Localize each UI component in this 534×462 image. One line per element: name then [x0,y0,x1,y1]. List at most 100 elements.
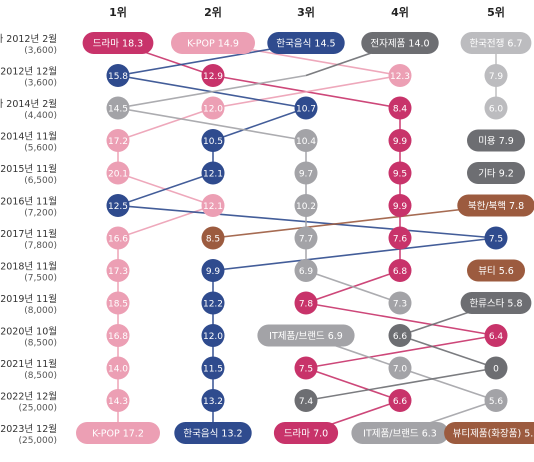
rank-circle [106,96,130,120]
rank-pill-label: 미용 7.9 [478,136,514,147]
rank-value-label: 8.5 [206,235,220,245]
row-sample-size: (5,600) [24,144,57,154]
rank-circle [388,64,412,87]
rank-circle [106,356,130,380]
rank-circle [388,129,412,152]
rank-circle [201,64,225,87]
rank-value-label: 14.0 [108,365,128,375]
column-header: 5위 [487,6,505,19]
rank-pill [460,32,532,54]
row-label: 5차 2015년 11월 [0,163,57,175]
rank-value-label: 18.5 [108,300,128,310]
rank-pill-label: 뷰티제품(화장품) 5.2 [453,429,534,440]
rank-circle [106,194,130,217]
rank-value-label: 7.3 [393,300,407,310]
rank-circle [201,356,225,380]
rank-pill-label: 기타 9.2 [478,169,514,180]
rank-circle [106,64,130,87]
rank-circle [201,226,225,250]
rank-circle [388,96,412,120]
rank-value-label: 13.2 [203,397,223,407]
rank-pill [174,422,252,444]
rank-circle [201,389,225,412]
connector-line [305,269,401,304]
rank-value-label: 12.1 [203,202,223,212]
row-label: 7차 2017년 11월 [0,228,57,240]
rank-value-label: 16.8 [108,332,128,342]
rank-value-label: 7.5 [299,365,313,375]
rank-nodes: 드라마 18.3 12.9 8.4 9.9 9.5 9.9 7.6 6.8 7.8 6.4 7.5 6… [76,32,534,444]
row-label: 1차 2012년 2월 [0,33,57,45]
rank-value-label: 0 [493,365,499,375]
row-labels: 1차 2012년 2월(3,600)2차 2012년 12월(3,600)3차 … [0,33,57,446]
column-header: 4위 [391,6,409,19]
rank-pill-label: 드라마 7.0 [284,429,328,440]
column-header: 3위 [297,6,315,19]
connector-line [212,204,497,239]
row-sample-size: (7,500) [24,274,57,284]
rank-pill-label: IT제품/브랜드 6.9 [269,331,343,342]
rank-circle [201,161,225,185]
rank-circle [106,324,130,347]
rank-pill [460,292,532,314]
rank-value-label: 12.5 [108,202,128,212]
rank-value-label: 7.9 [489,72,504,82]
connector-line [117,107,307,142]
rank-value-label: 9.9 [393,202,408,212]
rank-circle [294,96,318,120]
rank-circle [388,259,412,282]
rank-value-label: 9.9 [393,137,408,147]
rank-pill [171,32,255,54]
rank-pill-label: 북한/북핵 7.8 [468,200,524,212]
rank-circle [294,161,318,185]
rank-circle [294,129,318,152]
rank-pill [457,194,534,217]
rank-circle [106,226,130,250]
rank-circle [484,389,508,412]
rank-value-label: 6.9 [299,267,314,277]
row-label: 6차 2016년 11월 [0,196,57,208]
rank-circle [294,259,318,282]
rank-value-label: 10.4 [296,137,316,147]
rank-circle [484,356,508,380]
row-sample-size: (25,000) [18,436,57,446]
rank-value-label: 7.8 [299,300,314,310]
rank-circle [201,259,225,282]
rank-value-label: 10.7 [296,105,316,115]
connector-line [399,334,497,369]
rank-value-label: 7.6 [393,235,408,245]
rank-value-label: 7.4 [299,397,314,407]
rank-pill [76,422,160,444]
rank-circle [294,226,318,250]
rank-circle [106,129,130,152]
row-label: 11차 2021년 11월 [0,358,57,370]
rank-value-label: 6.4 [489,332,504,342]
rank-pill [257,324,355,347]
rank-value-label: 12.0 [203,332,223,342]
rank-value-label: 6.6 [393,332,408,342]
connector-line [117,74,307,109]
rank-pill-label: 드라마 18.3 [93,39,143,50]
rank-circle [484,226,508,250]
row-sample-size: (8,000) [24,306,57,316]
rank-value-label: 20.1 [108,170,128,180]
rank-value-label: 12.1 [203,170,223,180]
rank-circle [201,291,225,315]
rank-pill-label: 한국음식 14.5 [276,39,335,50]
rank-circle [388,291,412,315]
rank-pill-label: 한국전쟁 6.7 [469,39,522,50]
rank-value-label: 16.6 [108,235,128,245]
connector-line [212,107,307,142]
rank-pill-label: 전자제품 14.0 [370,39,429,50]
rank-circle [388,324,412,347]
column-header: 2위 [204,6,222,19]
rank-circle [388,226,412,250]
connector-line [399,367,497,402]
rank-circle [388,389,412,412]
rank-pill [82,32,154,54]
rank-circle [294,389,318,412]
rank-value-label: 7.7 [299,235,313,245]
row-label: 3차 2014년 2월 [0,98,57,110]
rank-pill [351,422,449,444]
